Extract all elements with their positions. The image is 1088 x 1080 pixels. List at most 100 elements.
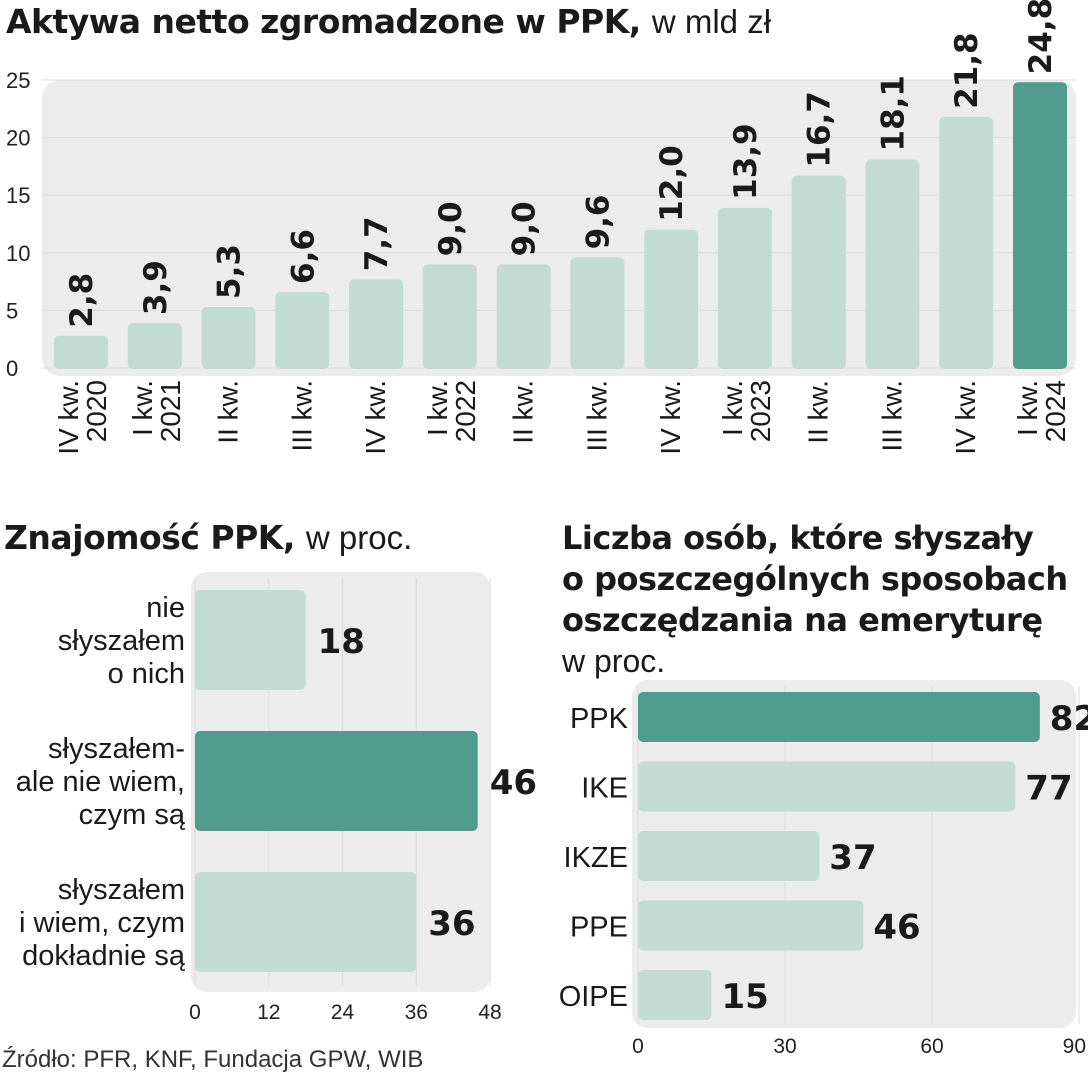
chart1-bar	[865, 159, 920, 369]
chart1-category-label: 2022	[450, 380, 481, 442]
chart3-category-label: OIPE	[559, 981, 628, 1013]
chart1-bar	[791, 175, 846, 369]
chart1-bar	[201, 306, 256, 369]
chart1-bar	[54, 335, 108, 369]
chart1-bar	[275, 291, 330, 369]
chart2-category-label: dokładnie są	[22, 940, 186, 972]
chart1-value-label: 16,7	[802, 91, 838, 168]
chart1-category-label: IV kw.	[950, 380, 981, 455]
chart2-category-label: o nich	[108, 658, 185, 690]
chart1-ytick: 25	[6, 68, 30, 93]
chart2-xtick: 36	[405, 1001, 428, 1024]
chart3-value-label: 15	[722, 977, 769, 1017]
chart1-bar	[717, 207, 772, 369]
chart1-ytick: 20	[6, 126, 30, 151]
chart2-category-label: i wiem, czym	[19, 907, 185, 939]
chart3-category-label: PPK	[570, 703, 629, 735]
chart3-category-label: IKZE	[564, 842, 628, 874]
chart1-value-label: 7,7	[359, 216, 395, 271]
chart3-title: Liczba osób, które słyszały o poszczegól…	[562, 519, 1068, 679]
chart3-category-label: PPE	[570, 912, 628, 944]
chart1-ytick: 10	[6, 241, 30, 266]
chart1-category-label: IV kw.	[53, 380, 84, 455]
chart3-value-label: 77	[1025, 769, 1072, 809]
chart2-category-label: ale nie wiem,	[16, 766, 185, 798]
chart3-value-label: 46	[873, 908, 920, 948]
chart1-title: Aktywa netto zgromadzone w PPK, w mld zł	[6, 2, 772, 41]
chart2-bar	[195, 731, 478, 831]
chart1-category-label: II kw.	[803, 380, 834, 444]
chart3-bar	[638, 692, 1040, 742]
chart3-xtick: 0	[632, 1035, 644, 1058]
chart1-category-label: II kw.	[508, 380, 539, 444]
chart1-category-label: I kw.	[717, 380, 748, 436]
chart2-value-label: 36	[428, 904, 475, 944]
chart1-category-label: IV kw.	[360, 380, 391, 455]
chart1-panel	[42, 80, 1076, 376]
chart3-savings-methods: 0 30 60 90 82 PPK 77 IKE 37 IKZE 46 PPE 15 OIPE	[559, 680, 1088, 1058]
chart1-value-label: 6,6	[285, 229, 321, 284]
chart1-category-label: 2024	[1040, 380, 1071, 442]
chart1-value-label: 18,1	[875, 75, 911, 152]
chart1-category-label: 2020	[81, 380, 112, 442]
chart3-xtick: 60	[920, 1035, 943, 1058]
chart1-value-label: 21,8	[949, 32, 985, 109]
chart1-ytick: 15	[6, 183, 30, 208]
chart2-bar	[195, 590, 306, 690]
chart1-ytick: 0	[6, 356, 18, 381]
chart1-value-label: 3,9	[138, 260, 174, 315]
chart3-value-label: 82	[1050, 699, 1088, 739]
chart2-value-label: 18	[318, 622, 365, 662]
chart1-bar	[496, 264, 551, 369]
chart1-ytick: 5	[6, 298, 18, 323]
chart1-bar	[644, 229, 699, 369]
chart3-bar	[638, 970, 712, 1020]
chart1-category-label: I kw.	[422, 380, 453, 436]
chart1-bar	[349, 279, 404, 369]
chart2-category-label: czym są	[79, 799, 186, 831]
source-note: Źródło: PFR, KNF, Fundacja GPW, WIB	[2, 1046, 424, 1073]
chart3-bar	[638, 900, 864, 951]
chart1-bar	[127, 323, 182, 369]
chart1-value-label: 9,0	[507, 201, 543, 256]
chart1-category-label: I kw.	[1012, 380, 1043, 436]
chart1-value-label: 13,9	[728, 123, 764, 200]
chart2-xtick: 0	[189, 1001, 201, 1024]
chart1-category-label: IV kw.	[655, 380, 686, 455]
chart1-value-label: 9,0	[433, 201, 469, 256]
chart2-category-label: słyszałem	[58, 874, 185, 906]
chart1-category-label: II kw.	[213, 380, 244, 444]
chart2-bar	[195, 872, 417, 972]
chart1-category-label: III kw.	[876, 380, 907, 452]
chart2-value-label: 46	[490, 763, 537, 803]
chart1-value-label: 9,6	[580, 194, 616, 249]
chart3-xtick: 30	[773, 1035, 796, 1058]
chart2-xtick: 12	[257, 1001, 280, 1024]
chart1-category-label: I kw.	[127, 380, 158, 436]
chart3-bar	[638, 761, 1016, 812]
chart1-bar	[939, 116, 994, 369]
chart1-value-label: 2,8	[64, 273, 100, 328]
chart2-category-label: nie	[146, 592, 185, 624]
chart1-bar	[1013, 82, 1068, 369]
chart1-value-label: 12,0	[654, 145, 690, 222]
chart1-category-label: 2021	[155, 380, 186, 442]
chart1-bar	[422, 264, 477, 369]
chart1-bar	[570, 257, 625, 369]
chart1-category-label: III kw.	[581, 380, 612, 452]
chart2-title: Znajomość PPK, w proc.	[4, 518, 413, 557]
chart3-category-label: IKE	[581, 773, 628, 805]
chart3-value-label: 37	[829, 838, 876, 878]
chart2-category-label: słyszałem	[58, 625, 185, 657]
chart1-category-label: III kw.	[286, 380, 317, 452]
chart2-xtick: 48	[478, 1001, 501, 1024]
chart1-value-label: 5,3	[212, 244, 248, 299]
chart2-category-label: słyszałem-	[48, 733, 185, 765]
chart3-bar	[638, 831, 820, 881]
chart1-value-label: 24,8	[1023, 0, 1059, 74]
chart1-category-label: 2023	[745, 380, 776, 442]
chart3-xtick: 90	[1063, 1035, 1086, 1058]
